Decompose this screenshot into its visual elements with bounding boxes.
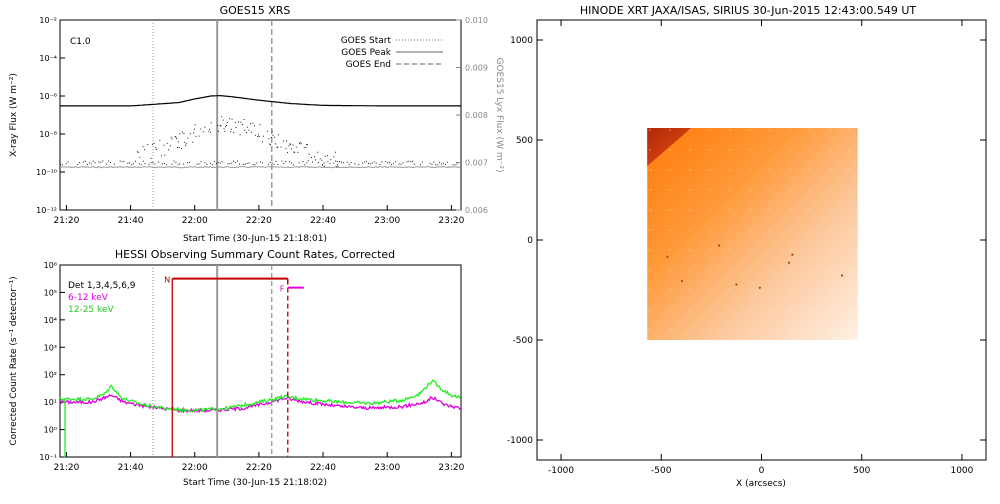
- hessi-title: HESSI Observing Summary Count Rates, Cor…: [115, 248, 395, 261]
- hessi-ytick-label: 10⁻¹: [39, 453, 57, 462]
- hessi-series: [59, 379, 461, 457]
- goes-xtick-label: 22:40: [310, 216, 336, 226]
- legend-goes-end: GOES End: [346, 60, 391, 70]
- hinode-image: [647, 128, 858, 340]
- solar-grid-dots: [647, 128, 858, 340]
- solar-spot: [758, 286, 761, 289]
- goes-series-short: [60, 116, 458, 168]
- hessi-marker-F-label: F: [280, 285, 285, 294]
- hinode-xtick-label: 0: [759, 466, 765, 476]
- goes-y2label: GOES15 Lyx Flux (W m⁻²): [494, 58, 504, 173]
- solar-spot: [735, 283, 738, 286]
- solar-spot: [666, 255, 669, 258]
- hessi-xtick-label: 23:00: [374, 463, 400, 473]
- hinode-panel: HINODE XRT JAXA/ISAS, SIRIUS 30-Jun-2015…: [507, 4, 987, 489]
- hessi-xlabel: Start Time (30-Jun-15 21:18:02): [183, 478, 327, 488]
- hinode-title: HINODE XRT JAXA/ISAS, SIRIUS 30-Jun-2015…: [580, 4, 917, 17]
- goes-ytick-label: 10⁻⁶: [39, 92, 57, 101]
- solar-spot: [680, 280, 684, 283]
- hessi-series-6-12kev: [59, 394, 461, 414]
- hinode-y-axis: -1000 -500 0 500 1000: [507, 36, 986, 446]
- goes-xtick-label: 23:20: [438, 216, 464, 226]
- hessi-ylabel: Corrected Count Rate (s⁻¹ detector⁻¹): [9, 276, 19, 445]
- hessi-marker-N-label: N: [164, 276, 170, 285]
- goes-xtick-label: 23:00: [374, 216, 400, 226]
- hinode-xtick-label: 1000: [950, 466, 973, 476]
- goes-ytick-label: 10⁻¹⁰: [36, 168, 57, 177]
- goes-series-lyman: [59, 166, 462, 169]
- goes-ytick-label: 10⁻¹²: [36, 206, 57, 215]
- goes-ytick-label: 10⁻⁴: [39, 54, 57, 63]
- goes-series-long: [60, 94, 461, 107]
- hinode-ytick-label: -500: [513, 336, 534, 346]
- hessi-xtick-label: 22:00: [182, 463, 208, 473]
- legend-goes-peak: GOES Peak: [341, 48, 391, 58]
- legend-goes-start: GOES Start: [341, 36, 392, 46]
- hessi-ytick-label: 10⁰: [44, 426, 57, 435]
- hessi-panel: HESSI Observing Summary Count Rates, Cor…: [9, 248, 465, 488]
- goes-ytick-label: 10⁻⁸: [39, 130, 57, 139]
- goes-plot-frame: [59, 19, 462, 211]
- goes-ylabel: X-ray Flux (W m⁻²): [9, 73, 19, 157]
- hessi-xtick-label: 23:20: [438, 463, 464, 473]
- hessi-xtick-label: 22:40: [310, 463, 336, 473]
- hessi-plot-frame: [59, 264, 462, 458]
- hessi-markers: NF: [164, 276, 304, 294]
- hessi-ytick-label: 10⁶: [44, 261, 57, 270]
- legend-det: Det 1,3,4,5,6,9: [68, 281, 136, 291]
- goes-ytick-label: 10⁻²: [39, 16, 57, 25]
- goes-xtick-label: 22:00: [182, 216, 208, 226]
- goes-title: GOES15 XRS: [220, 4, 291, 17]
- goes-xtick-label: 21:40: [118, 216, 144, 226]
- hinode-xtick-label: 500: [853, 466, 870, 476]
- hinode-ytick-label: -1000: [507, 436, 533, 446]
- goes-y2tick-label: 0.007: [465, 159, 488, 168]
- goes-y2tick-label: 0.010: [465, 16, 488, 25]
- goes-y2tick-label: 0.006: [465, 206, 488, 215]
- goes-legend: GOES Start GOES Peak GOES End: [341, 36, 443, 70]
- goes-annotation: C1.0: [70, 37, 91, 47]
- hinode-ytick-label: 500: [516, 136, 533, 146]
- hinode-ytick-label: 1000: [510, 36, 533, 46]
- hessi-xtick-label: 21:40: [118, 463, 144, 473]
- goes-y2tick-label: 0.008: [465, 111, 488, 120]
- goes-xtick-label: 22:20: [246, 216, 272, 226]
- hessi-legend: Det 1,3,4,5,6,9 6-12 keV 12-25 keV: [68, 281, 136, 315]
- goes-vlines: [152, 20, 273, 210]
- goes-xlabel: Start Time (30-Jun-15 21:18:01): [183, 234, 327, 244]
- hinode-ytick-label: 0: [527, 236, 533, 246]
- solar-spot: [841, 274, 844, 277]
- hessi-y-axis: 10⁻¹ 10⁰ 10¹ 10² 10³ 10⁴ 10⁵ 10⁶: [39, 261, 65, 462]
- legend-12-25kev: 12-25 keV: [68, 305, 114, 315]
- hessi-xtick-label: 22:20: [246, 463, 272, 473]
- goes-xtick-label: 21:20: [53, 216, 79, 226]
- hessi-ytick-label: 10²: [44, 371, 57, 380]
- solar-spot: [791, 253, 794, 256]
- goes-y2-axis: 0.006 0.007 0.008 0.009 0.010: [456, 16, 488, 215]
- hessi-vlines: [152, 265, 289, 457]
- hessi-ytick-label: 10⁵: [44, 288, 57, 297]
- hessi-xtick-label: 21:20: [53, 463, 79, 473]
- goes-y-axis: 10⁻¹² 10⁻¹⁰ 10⁻⁸ 10⁻⁶ 10⁻⁴ 10⁻²: [36, 16, 65, 215]
- goes-x-axis: 21:20 21:40 22:00 22:20 22:40 23:00 23:20: [53, 205, 465, 226]
- solar-spot: [717, 244, 721, 247]
- hessi-ytick-label: 10⁴: [44, 316, 57, 325]
- hinode-xtick-label: -500: [651, 466, 672, 476]
- goes-panel: GOES15 XRS 21:20 21:40 22:00 22:20 22:40 23:0…: [9, 4, 504, 244]
- hinode-xtick-label: -1000: [548, 466, 574, 476]
- solar-spot: [787, 261, 791, 264]
- goes-y2tick-label: 0.009: [465, 64, 488, 73]
- hinode-xlabel: X (arcsecs): [736, 479, 786, 489]
- hessi-x-axis: 21:20 21:40 22:00 22:20 22:40 23:00 23:20: [53, 452, 465, 473]
- hessi-ytick-label: 10³: [44, 343, 57, 352]
- hinode-x-axis: -1000 -500 0 500 1000: [548, 20, 974, 476]
- hessi-series-12-25kev: [59, 379, 461, 413]
- goes-series: [59, 94, 462, 169]
- hessi-ytick-label: 10¹: [44, 398, 57, 407]
- legend-6-12kev: 6-12 keV: [68, 293, 109, 303]
